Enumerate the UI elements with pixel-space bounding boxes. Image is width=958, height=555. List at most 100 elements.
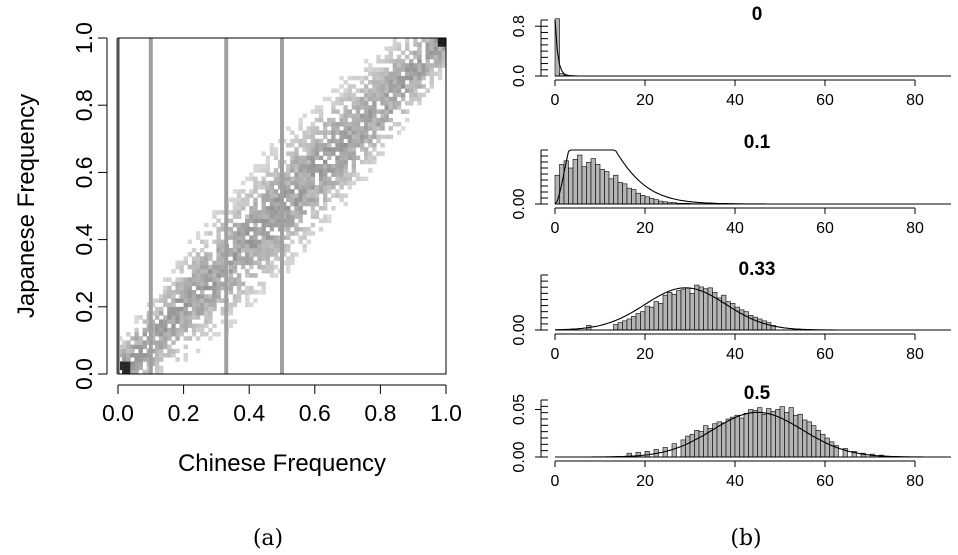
heatmap-cell: [167, 294, 172, 299]
heatmap-cell: [261, 164, 266, 169]
x-tick-label: 40: [726, 346, 744, 363]
heatmap-cell: [335, 122, 340, 127]
heatmap-cell: [228, 264, 234, 270]
heatmap-cell: [417, 59, 422, 64]
heatmap-cell: [200, 327, 205, 333]
heatmap-cell: [150, 319, 156, 324]
heatmap-cell: [159, 332, 164, 337]
heatmap-cell: [310, 151, 316, 156]
heatmap-cell: [150, 327, 156, 333]
heatmap-cell: [265, 189, 270, 194]
heatmap-cell: [310, 134, 316, 140]
heatmap-cell: [175, 336, 180, 341]
x-tick-label: 40: [726, 473, 744, 490]
heatmap-cell: [380, 67, 385, 72]
heatmap-cell: [118, 336, 123, 341]
y-tick-label: 0.00: [511, 441, 528, 472]
heatmap-cell: [335, 130, 340, 135]
heatmap-cell: [286, 256, 291, 261]
heatmap-cell: [253, 222, 258, 228]
heatmap-cell: [282, 138, 287, 144]
heatmap-cell: [249, 193, 254, 198]
heatmap-cell: [273, 248, 279, 253]
heatmap-cell: [429, 67, 434, 72]
heatmap-cell: [187, 298, 193, 303]
heatmap-cell: [167, 319, 172, 324]
heatmap-cell: [265, 248, 270, 253]
heatmap-cell: [269, 147, 275, 152]
heatmap-cell: [409, 101, 414, 106]
heatmap-cell: [347, 75, 352, 81]
x-axis-label: Chinese Frequency: [178, 450, 386, 477]
y-tick-label: 0.0: [511, 65, 528, 87]
heatmap-cell: [323, 164, 328, 169]
heatmap-cell: [220, 248, 225, 253]
heatmap-cell: [126, 332, 131, 337]
heatmap-cell: [249, 189, 254, 194]
heatmap-cell: [175, 311, 180, 316]
heatmap-cell: [253, 185, 258, 190]
panel-b-histograms: 0 0 20 40 60 80 0.0 0.8 0.1 0 20 40 60 80 0.00 0.33 0 20 4…: [511, 4, 951, 490]
heatmap-cell: [200, 290, 205, 295]
heatmap-cell: [130, 361, 135, 366]
heatmap-cell: [343, 105, 348, 110]
heatmap-cell: [437, 54, 443, 60]
heatmap-cell: [314, 147, 320, 152]
heatmap-cell: [195, 260, 201, 266]
heatmap-cell: [318, 185, 324, 190]
heatmap-cell: [150, 348, 156, 354]
histogram-bar: [649, 197, 655, 205]
heatmap-cell: [380, 88, 385, 93]
heatmap-cell: [327, 155, 332, 161]
histogram-bar: [739, 417, 745, 458]
heatmap-cell: [359, 134, 365, 140]
heatmap-cell: [314, 117, 320, 123]
heatmap-cell: [294, 155, 299, 161]
heatmap-cell: [269, 189, 275, 194]
histogram-bar: [815, 430, 821, 458]
heatmap-cell: [429, 38, 434, 43]
heatmap-cell: [351, 105, 357, 110]
heatmap-cell: [130, 365, 135, 371]
heatmap-cell: [183, 281, 188, 287]
heatmap-cell: [335, 147, 340, 152]
heatmap-cell: [228, 319, 234, 324]
histogram-bar: [685, 435, 691, 458]
heatmap-cell: [195, 311, 201, 316]
heatmap-cell: [204, 231, 209, 236]
heatmap-cell: [318, 164, 324, 169]
heatmap-cell: [318, 113, 324, 119]
heatmap-cell: [167, 353, 172, 358]
heatmap-cell: [294, 193, 299, 198]
heatmap-cell: [154, 315, 160, 320]
heatmap-cell: [298, 206, 303, 211]
heatmap-cell: [175, 357, 180, 362]
heatmap-cell: [236, 222, 242, 228]
heatmap-cell: [314, 214, 320, 219]
heatmap-cell: [134, 336, 139, 341]
heatmap-cell: [261, 222, 266, 228]
heatmap-cell: [298, 218, 303, 224]
heatmap-cell: [331, 147, 336, 152]
heatmap-cell: [228, 306, 234, 312]
heatmap-cell: [191, 311, 197, 316]
heatmap-cell: [437, 75, 443, 81]
heatmap-cell: [376, 92, 381, 98]
heatmap-cell: [220, 227, 225, 232]
heatmap-cell: [228, 285, 234, 291]
heatmap-cell: [253, 290, 258, 295]
heatmap-cell: [241, 290, 246, 295]
heatmap-cell: [400, 80, 406, 85]
heatmap-cell: [425, 88, 430, 93]
heatmap-cell: [298, 172, 303, 177]
heatmap-cell: [405, 117, 410, 123]
heatmap-cell: [396, 101, 402, 106]
heatmap-cell: [437, 38, 443, 43]
heatmap-cell: [212, 239, 217, 245]
heatmap-cell: [294, 231, 299, 236]
heatmap-cell: [282, 248, 287, 253]
heatmap-cell: [200, 248, 205, 253]
heatmap-cell: [228, 269, 234, 274]
heatmap-cell: [376, 109, 381, 114]
heatmap-cell: [351, 151, 357, 156]
